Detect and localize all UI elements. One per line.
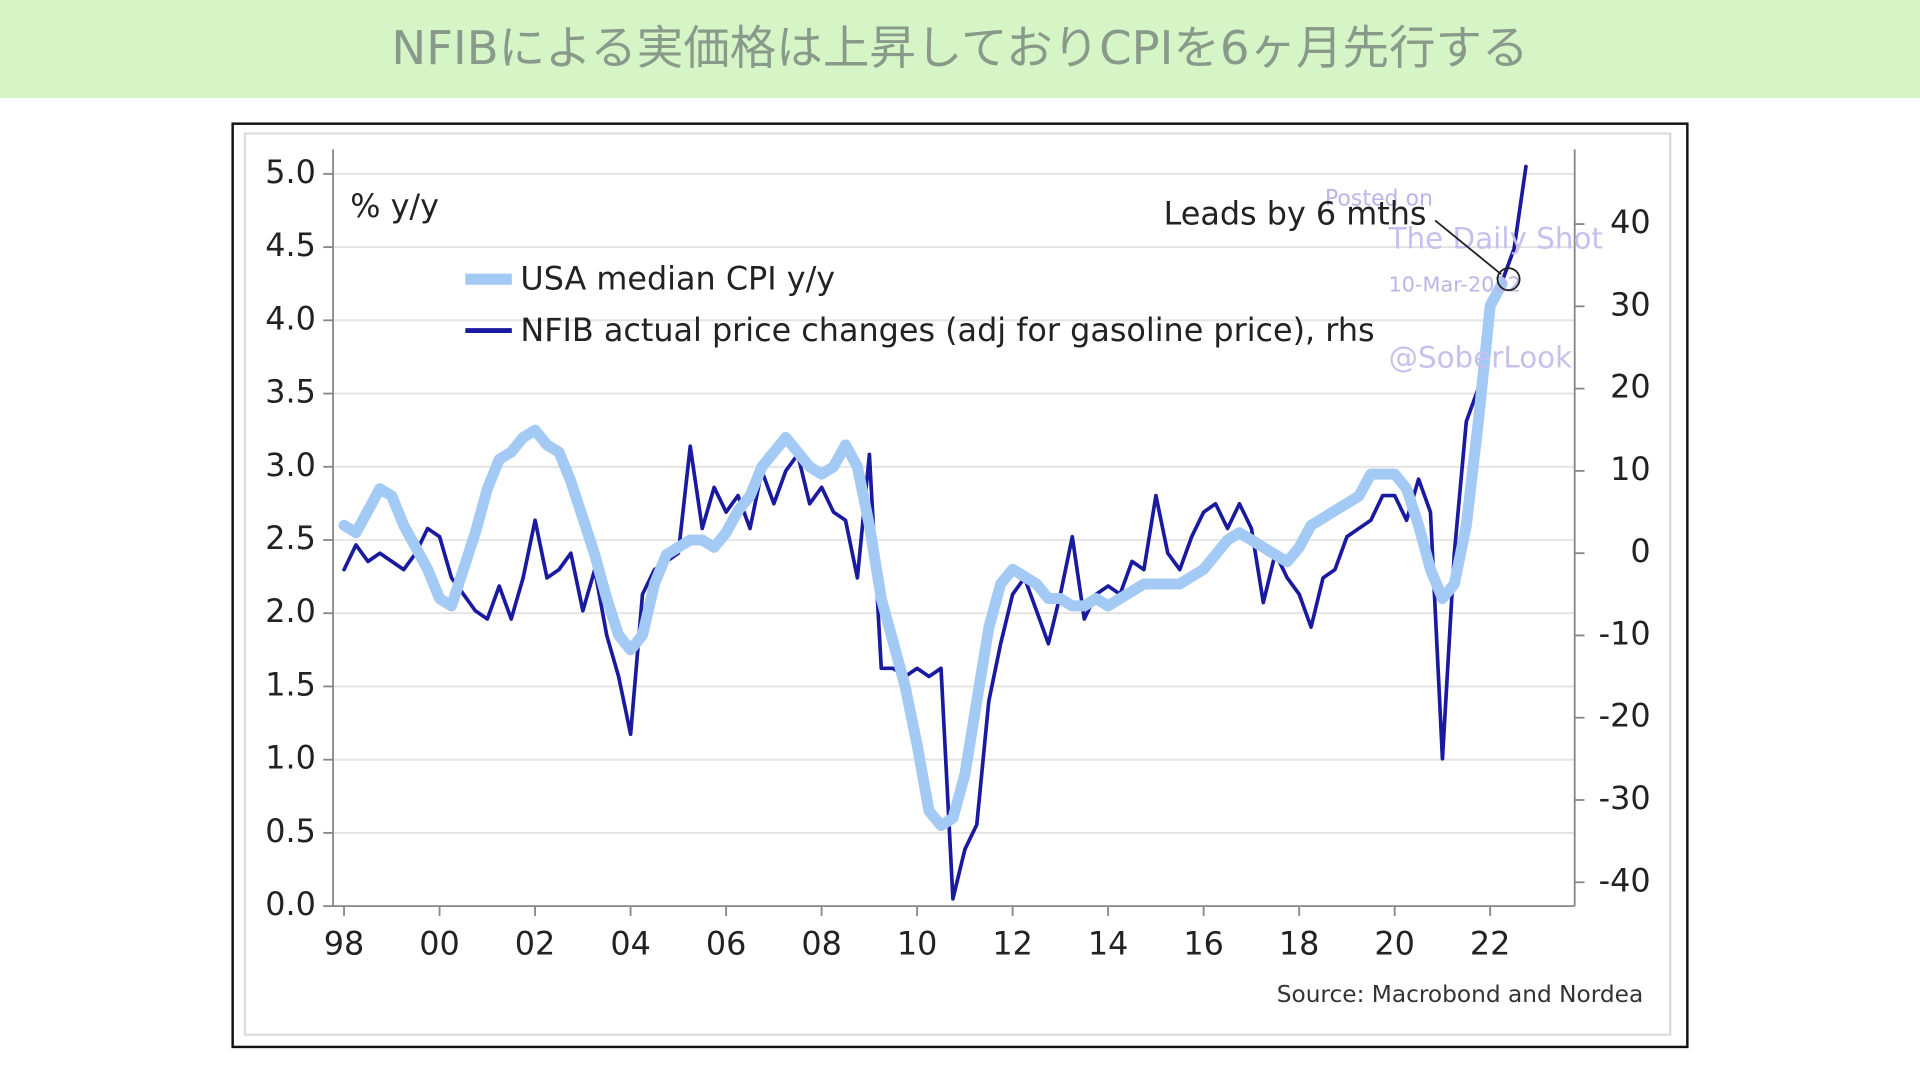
x-tick-label: 22 (1470, 924, 1511, 962)
y2-tick-label: -20 (1599, 697, 1651, 735)
source: Source: Macrobond and Nordea (1277, 981, 1644, 1008)
y-tick-label: 5.0 (265, 153, 316, 191)
x-tick-label: 18 (1279, 924, 1320, 962)
legend-label: NFIB actual price changes (adj for gasol… (520, 311, 1374, 349)
y2-tick-label: -10 (1599, 614, 1651, 652)
y2-tick-label: 20 (1610, 368, 1651, 406)
x-tick-label: 00 (419, 924, 460, 962)
x-tick-label: 02 (515, 924, 556, 962)
grid: 0.0 0.5 1.0 1.5 2.0 2.5 3.0 3.5 4.0 4.5 5.0 -40 -30 -… (265, 149, 1651, 962)
header-band (0, 0, 1920, 98)
y2-tick-label: -40 (1599, 861, 1651, 899)
y-tick-label: 1.0 (265, 739, 316, 777)
y-tick-label: 1.5 (265, 665, 316, 703)
y2-tick-label: -30 (1599, 779, 1651, 817)
y-tick-label: 3.0 (265, 446, 316, 484)
watermark: Posted on (1325, 187, 1433, 212)
watermark: The Daily Shot (1388, 222, 1603, 256)
y-tick-label: 0.5 (265, 812, 316, 850)
annotation-circle (1496, 267, 1521, 292)
annotation: Leads by 6 mths (1164, 195, 1427, 233)
x-tick-label: 10 (897, 924, 938, 962)
y2-tick-label: 40 (1610, 203, 1651, 241)
x-tick-label: 04 (610, 924, 651, 962)
y-tick-label: 2.5 (265, 519, 316, 557)
chart-inner-frame (243, 132, 1672, 1036)
y2-tick-label: 0 (1630, 532, 1650, 570)
y-tick-label: 0.0 (265, 885, 316, 923)
y-label: % y/y (350, 187, 439, 225)
header-title: NFIBによる実価格は上昇しておりCPIを6ヶ月先行する (391, 21, 1528, 75)
series-line (338, 278, 1508, 832)
y2-tick-label: 10 (1610, 450, 1651, 488)
x-tick-label: 16 (1183, 924, 1224, 962)
watermark: @SoberLook (1389, 340, 1573, 374)
annotation-arrow (1434, 219, 1502, 275)
watermark: 10-Mar-2022 (1389, 272, 1521, 296)
x-tick-label: 06 (706, 924, 747, 962)
y-tick-label: 3.5 (265, 373, 316, 411)
y-tick-label: 4.5 (265, 226, 316, 264)
series-line (342, 164, 1528, 901)
x-tick-label: 14 (1088, 924, 1129, 962)
y-tick-label: 2.0 (265, 592, 316, 630)
y2-tick-label: 30 (1610, 285, 1651, 323)
x-tick-label: 20 (1374, 924, 1415, 962)
legend-label: USA median CPI y/y (520, 259, 835, 297)
x-tick-label: 08 (801, 924, 842, 962)
plot (338, 164, 1528, 901)
x-tick-label: 98 (324, 924, 365, 962)
chart-frame (231, 122, 1689, 1049)
x-tick-label: 12 (992, 924, 1033, 962)
y-tick-label: 4.0 (265, 299, 316, 337)
